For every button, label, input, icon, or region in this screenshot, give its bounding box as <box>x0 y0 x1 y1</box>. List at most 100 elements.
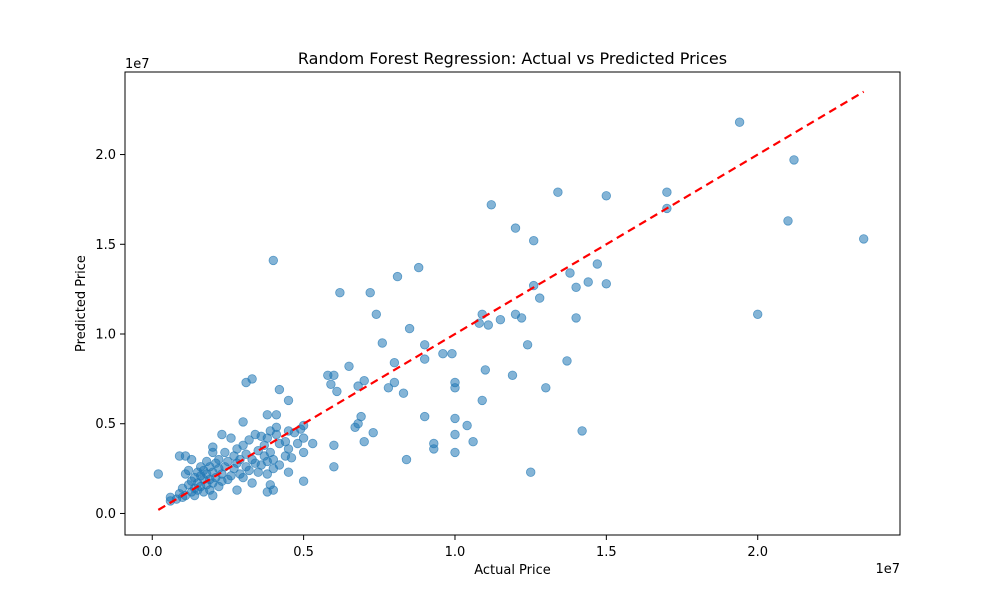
plot-area <box>124 71 901 536</box>
data-point <box>226 433 236 443</box>
x-tick-label: 0.0 <box>142 545 163 560</box>
data-point <box>271 422 282 433</box>
chart-title: Random Forest Regression: Actual vs Pred… <box>298 49 727 68</box>
data-point <box>344 361 354 372</box>
data-point <box>262 410 273 420</box>
data-point <box>214 454 224 465</box>
data-point <box>329 440 339 451</box>
data-point <box>753 309 763 320</box>
x-axis-ticks: 0.0 0.5 1.0 1.5 2.0 <box>142 535 768 560</box>
data-point <box>414 262 424 273</box>
data-point <box>783 216 793 226</box>
data-point <box>356 411 366 422</box>
data-point <box>401 454 412 465</box>
data-point <box>522 340 533 350</box>
data-point <box>298 447 309 458</box>
data-point <box>450 377 460 388</box>
y-tick-label: 0.5 <box>95 417 116 432</box>
data-point <box>447 349 457 359</box>
data-point <box>232 485 242 495</box>
data-point <box>292 438 303 449</box>
data-point <box>859 234 869 244</box>
data-point <box>335 288 345 298</box>
data-points <box>153 117 869 506</box>
data-point <box>186 454 197 465</box>
data-point <box>450 429 460 440</box>
data-point <box>438 349 448 359</box>
data-point <box>404 323 415 334</box>
data-point <box>583 277 593 287</box>
data-point <box>592 259 603 269</box>
data-point <box>238 417 248 427</box>
data-point <box>268 454 279 465</box>
data-point <box>420 354 430 364</box>
data-point <box>183 465 194 476</box>
data-point <box>365 288 375 298</box>
data-point <box>383 383 394 393</box>
data-point <box>450 447 460 458</box>
data-point <box>298 433 309 443</box>
data-point <box>535 293 545 303</box>
data-point <box>262 469 273 479</box>
data-point <box>238 472 248 483</box>
data-point <box>368 428 378 438</box>
data-point <box>420 411 430 422</box>
data-point <box>153 469 164 479</box>
data-point <box>223 456 233 467</box>
data-point <box>217 429 227 440</box>
data-point <box>371 309 382 320</box>
data-point <box>274 460 285 470</box>
data-point <box>420 340 430 350</box>
data-point <box>734 117 745 127</box>
x-tick-label: 2.0 <box>747 545 768 560</box>
data-point <box>398 388 409 398</box>
data-point <box>329 370 339 381</box>
data-point <box>353 381 363 391</box>
data-point <box>283 395 294 406</box>
data-point <box>238 440 248 451</box>
data-point <box>483 320 494 330</box>
data-point <box>541 383 551 393</box>
x-tick-label: 1.5 <box>596 545 617 560</box>
x-tick-label: 0.5 <box>293 545 314 560</box>
data-point <box>477 395 487 406</box>
data-point <box>359 376 369 386</box>
data-point <box>480 365 491 375</box>
data-point <box>601 191 612 201</box>
data-point <box>389 358 400 368</box>
data-point <box>526 467 536 477</box>
data-point <box>389 377 400 388</box>
reference-line-y-equals-x <box>157 90 865 511</box>
data-point <box>268 255 279 266</box>
data-point <box>510 223 521 233</box>
data-point <box>208 490 218 501</box>
data-point <box>274 384 285 395</box>
data-point <box>308 438 318 449</box>
data-point <box>286 453 297 463</box>
data-point <box>662 187 672 197</box>
data-point <box>571 313 581 323</box>
data-point <box>486 200 497 210</box>
data-point <box>220 447 230 458</box>
data-point <box>392 271 403 282</box>
plot-frame <box>124 71 901 536</box>
data-point <box>450 413 460 424</box>
y-tick-label: 0.0 <box>95 507 116 522</box>
data-point <box>283 444 294 454</box>
data-point <box>529 235 539 246</box>
data-point <box>577 426 587 436</box>
data-point <box>329 462 339 472</box>
y-axis-ticks: 0.0 0.5 1.0 1.5 2.0 <box>95 148 125 522</box>
data-point <box>244 465 254 476</box>
data-point <box>332 386 342 397</box>
data-point <box>468 437 478 447</box>
data-point <box>271 410 282 420</box>
y-axis-label: Predicted Price <box>74 255 89 352</box>
y-tick-label: 1.5 <box>95 238 116 253</box>
data-point <box>565 268 575 278</box>
y-tick-label: 2.0 <box>95 148 116 163</box>
x-axis-label: Actual Price <box>474 563 551 578</box>
data-point <box>359 437 369 447</box>
